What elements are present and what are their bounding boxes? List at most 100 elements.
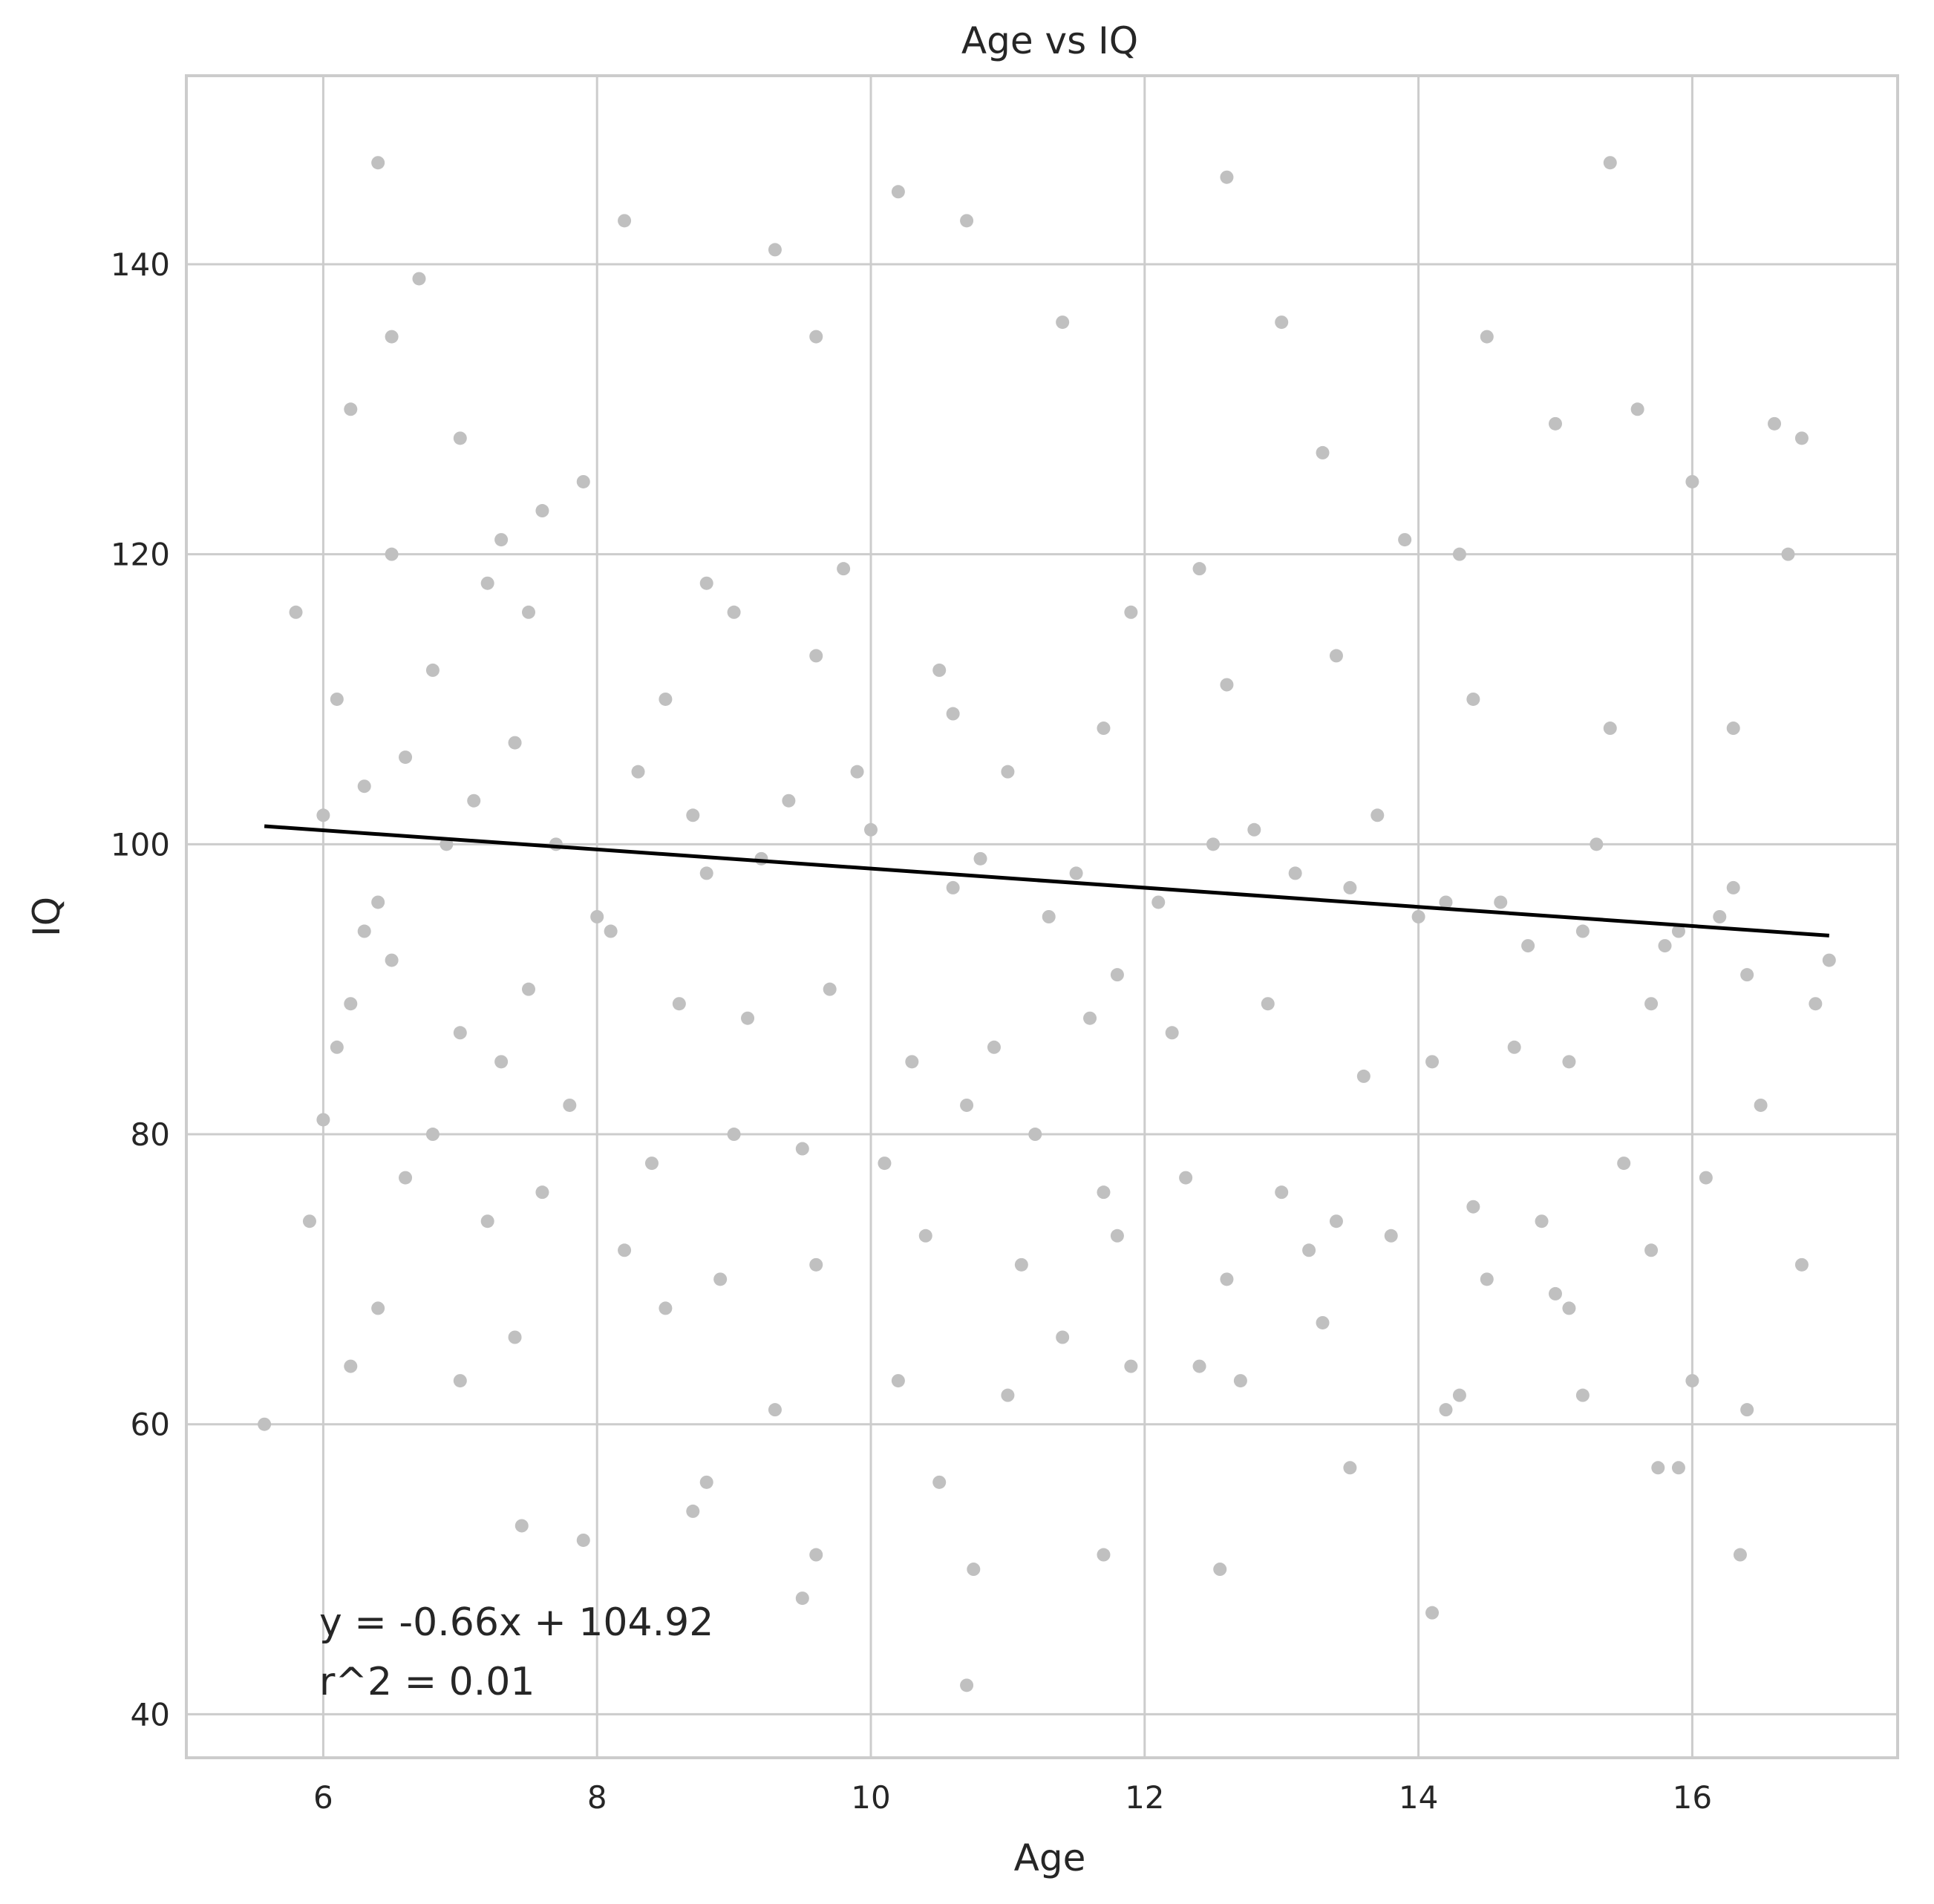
data-point xyxy=(795,1142,809,1156)
data-point xyxy=(672,997,686,1011)
y-tick-label: 140 xyxy=(111,246,170,283)
data-point xyxy=(385,953,399,967)
regression-equation: y = -0.66x + 104.92 xyxy=(319,1600,713,1645)
data-point xyxy=(425,1128,440,1142)
data-point xyxy=(425,663,440,677)
data-point xyxy=(618,1243,632,1257)
data-point xyxy=(1617,1157,1631,1171)
data-point xyxy=(1124,605,1138,619)
data-point xyxy=(289,605,303,619)
x-tick-label: 16 xyxy=(1673,1779,1712,1816)
data-point xyxy=(1740,1403,1754,1417)
data-point xyxy=(1110,968,1124,982)
data-point xyxy=(782,794,796,808)
data-point xyxy=(1001,1388,1015,1402)
data-point xyxy=(1452,1388,1466,1402)
data-point xyxy=(1521,939,1535,953)
data-point xyxy=(399,1171,413,1185)
data-point xyxy=(514,1519,529,1533)
regression-line xyxy=(264,824,1829,938)
data-point xyxy=(918,1229,932,1243)
data-point xyxy=(1261,997,1275,1011)
data-point xyxy=(891,1374,905,1388)
data-point xyxy=(1685,1374,1699,1388)
data-point xyxy=(1151,895,1166,909)
data-point xyxy=(618,214,632,228)
data-point xyxy=(1220,678,1234,692)
data-point xyxy=(1220,170,1234,184)
data-point xyxy=(1439,895,1453,909)
data-point xyxy=(1425,1606,1440,1620)
data-point xyxy=(932,1475,947,1489)
data-point xyxy=(1275,1185,1289,1200)
data-point xyxy=(1562,1055,1576,1069)
data-point xyxy=(1411,910,1425,923)
data-point xyxy=(1466,1200,1480,1214)
data-point xyxy=(1658,939,1672,953)
data-point xyxy=(467,794,481,808)
data-point xyxy=(316,1113,330,1127)
data-point xyxy=(563,1098,577,1112)
data-point xyxy=(357,924,371,938)
data-point xyxy=(699,866,713,880)
data-point xyxy=(1302,1243,1316,1257)
data-point xyxy=(258,1417,272,1431)
gridlines xyxy=(186,76,1898,1758)
data-point xyxy=(1651,1461,1665,1475)
data-point xyxy=(1549,416,1562,431)
data-point xyxy=(1097,722,1111,736)
data-point xyxy=(1356,1069,1371,1083)
data-point xyxy=(946,880,960,894)
data-point xyxy=(1371,808,1385,822)
data-point xyxy=(549,837,563,851)
data-point xyxy=(1644,997,1659,1011)
data-point xyxy=(1726,880,1740,894)
data-point xyxy=(1590,837,1604,851)
data-point xyxy=(1083,1011,1097,1025)
data-point xyxy=(960,1098,974,1112)
data-point xyxy=(357,779,371,794)
r-squared-annotation: r^2 = 0.01 xyxy=(319,1660,535,1704)
data-point xyxy=(1466,692,1480,706)
data-point xyxy=(522,605,535,619)
data-point xyxy=(1671,1461,1685,1475)
data-point xyxy=(1733,1548,1747,1562)
data-point xyxy=(1056,315,1070,330)
data-point xyxy=(1192,1359,1206,1373)
data-point xyxy=(302,1214,316,1229)
data-point xyxy=(809,330,823,344)
data-point xyxy=(1809,997,1823,1011)
data-point xyxy=(453,1026,467,1040)
data-point xyxy=(590,910,604,923)
data-point xyxy=(1329,649,1343,663)
data-points xyxy=(258,156,1836,1692)
data-point xyxy=(1247,822,1261,837)
data-point xyxy=(659,1301,673,1315)
data-point xyxy=(508,1330,522,1344)
data-point xyxy=(1754,1098,1768,1112)
data-point xyxy=(809,1548,823,1562)
data-point xyxy=(1535,1214,1549,1229)
data-point xyxy=(1233,1374,1247,1388)
data-point xyxy=(604,924,618,938)
data-point xyxy=(1343,880,1357,894)
data-point xyxy=(1794,431,1809,445)
data-point xyxy=(1726,722,1740,736)
data-point xyxy=(1685,474,1699,488)
data-point xyxy=(932,663,947,677)
data-point xyxy=(399,750,413,765)
data-point xyxy=(576,1533,590,1547)
data-point xyxy=(1575,924,1590,938)
data-point xyxy=(494,533,509,547)
data-point xyxy=(330,692,344,706)
data-point xyxy=(768,1403,782,1417)
data-point xyxy=(946,707,960,721)
plot-frame xyxy=(185,74,1899,1759)
data-point xyxy=(453,431,467,445)
data-point xyxy=(1630,402,1644,416)
data-point xyxy=(960,1678,974,1692)
data-point xyxy=(713,1272,728,1286)
data-point xyxy=(631,765,645,779)
chart-title: Age vs IQ xyxy=(961,19,1138,62)
